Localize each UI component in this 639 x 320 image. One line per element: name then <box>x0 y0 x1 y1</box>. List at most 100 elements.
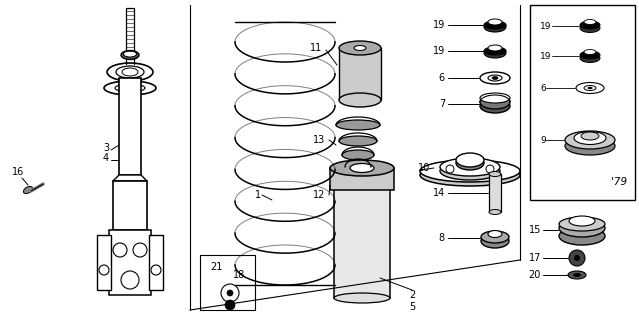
Ellipse shape <box>484 21 506 29</box>
Ellipse shape <box>115 84 145 92</box>
Ellipse shape <box>488 75 502 81</box>
Bar <box>109 230 151 295</box>
Ellipse shape <box>350 164 374 172</box>
Text: 5: 5 <box>409 302 415 312</box>
Ellipse shape <box>484 48 506 58</box>
Ellipse shape <box>440 162 500 180</box>
Text: 19: 19 <box>540 21 551 30</box>
Ellipse shape <box>345 162 371 172</box>
Circle shape <box>113 243 127 257</box>
Ellipse shape <box>559 217 605 231</box>
Text: 11: 11 <box>310 43 322 53</box>
Ellipse shape <box>116 66 144 78</box>
Ellipse shape <box>480 95 510 109</box>
Ellipse shape <box>104 81 156 95</box>
Text: 10: 10 <box>418 163 430 173</box>
Ellipse shape <box>489 172 501 177</box>
Ellipse shape <box>559 227 605 245</box>
Ellipse shape <box>336 120 380 130</box>
Text: 18: 18 <box>233 270 245 280</box>
Text: 14: 14 <box>433 188 445 198</box>
Text: 9: 9 <box>540 135 546 145</box>
Bar <box>200 255 255 310</box>
Ellipse shape <box>339 136 377 146</box>
Ellipse shape <box>334 293 390 303</box>
Ellipse shape <box>481 234 509 248</box>
Bar <box>489 174 501 212</box>
Bar <box>97 235 111 290</box>
Ellipse shape <box>488 19 502 25</box>
Ellipse shape <box>420 160 520 182</box>
Ellipse shape <box>122 68 138 76</box>
Text: 19: 19 <box>433 20 445 30</box>
Ellipse shape <box>584 50 596 54</box>
Ellipse shape <box>420 164 520 186</box>
Ellipse shape <box>565 137 615 155</box>
Ellipse shape <box>580 21 600 29</box>
Ellipse shape <box>574 132 606 145</box>
Circle shape <box>574 255 580 261</box>
Ellipse shape <box>559 219 605 237</box>
Bar <box>339 48 381 100</box>
Ellipse shape <box>569 216 595 226</box>
Bar <box>119 78 141 175</box>
Ellipse shape <box>488 45 502 51</box>
Circle shape <box>225 300 235 310</box>
Ellipse shape <box>580 51 600 59</box>
Text: 2: 2 <box>409 290 415 300</box>
Ellipse shape <box>440 158 500 176</box>
Text: 1: 1 <box>255 190 261 200</box>
Ellipse shape <box>339 93 381 107</box>
Ellipse shape <box>573 273 581 277</box>
Ellipse shape <box>480 72 510 84</box>
Text: 4: 4 <box>103 153 109 163</box>
Ellipse shape <box>354 45 366 51</box>
Ellipse shape <box>568 271 586 279</box>
Text: 7: 7 <box>439 99 445 109</box>
Circle shape <box>486 165 494 173</box>
Circle shape <box>221 284 239 302</box>
Text: '79: '79 <box>611 177 627 187</box>
Circle shape <box>446 165 454 173</box>
Ellipse shape <box>342 150 374 160</box>
Ellipse shape <box>107 63 153 81</box>
Circle shape <box>227 290 233 296</box>
Circle shape <box>133 243 147 257</box>
Ellipse shape <box>488 230 502 237</box>
Ellipse shape <box>456 156 484 170</box>
Ellipse shape <box>584 85 596 91</box>
Ellipse shape <box>587 87 592 89</box>
Circle shape <box>151 265 161 275</box>
Text: 20: 20 <box>528 270 541 280</box>
Ellipse shape <box>123 51 137 57</box>
Ellipse shape <box>330 160 394 176</box>
Ellipse shape <box>580 23 600 33</box>
Bar <box>126 8 134 55</box>
Text: 6: 6 <box>540 84 546 92</box>
Ellipse shape <box>484 47 506 55</box>
Text: 19: 19 <box>433 46 445 56</box>
Text: 3: 3 <box>103 143 109 153</box>
Circle shape <box>121 271 139 289</box>
Text: 17: 17 <box>528 253 541 263</box>
Ellipse shape <box>456 153 484 167</box>
Text: 15: 15 <box>528 225 541 235</box>
Ellipse shape <box>484 22 506 32</box>
Bar <box>530 5 635 200</box>
Bar <box>330 168 394 190</box>
Ellipse shape <box>581 132 599 140</box>
Text: 21: 21 <box>210 262 222 272</box>
Ellipse shape <box>480 99 510 113</box>
Bar <box>334 188 390 298</box>
Text: 12: 12 <box>312 190 325 200</box>
Ellipse shape <box>565 131 615 149</box>
Ellipse shape <box>480 93 510 103</box>
Ellipse shape <box>481 231 509 243</box>
Circle shape <box>569 250 585 266</box>
Text: 6: 6 <box>439 73 445 83</box>
Text: 16: 16 <box>12 167 24 177</box>
Ellipse shape <box>576 83 604 93</box>
Ellipse shape <box>339 41 381 55</box>
Text: 19: 19 <box>540 52 551 60</box>
Bar <box>149 235 163 290</box>
